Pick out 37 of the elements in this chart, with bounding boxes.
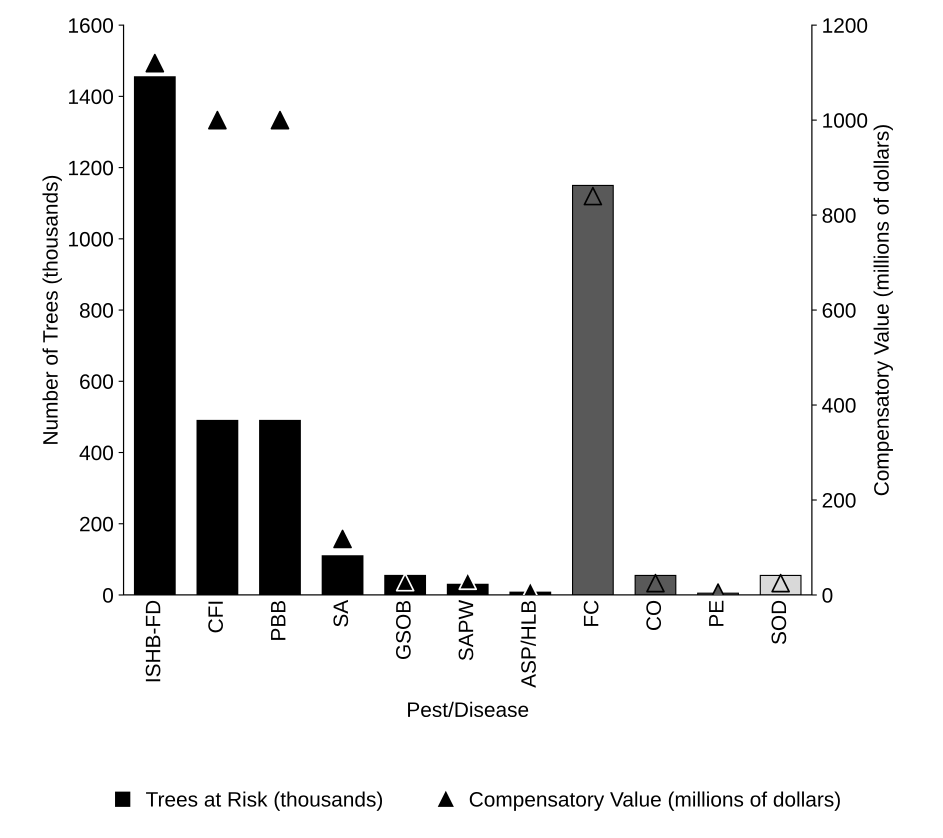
y-tick-label: 1600 — [69, 18, 113, 33]
point — [145, 54, 164, 72]
y-tick-label: 600 — [80, 374, 113, 390]
y2-tick-label: 600 — [822, 303, 856, 318]
y2-axis-title: Compensatory Value (millions of dollars) — [874, 125, 893, 496]
x-tick-label: CFI — [208, 602, 223, 632]
x-axis-title: Pest/Disease — [408, 702, 528, 718]
point — [333, 530, 352, 548]
x-tick-label: SOD — [771, 600, 786, 644]
legend-label: Compensatory Value (millions of dollars) — [470, 791, 840, 811]
y2-tick-label: 1000 — [823, 113, 868, 128]
point — [584, 186, 602, 206]
y-tick-label: 400 — [80, 446, 113, 460]
y-tick-label: 1400 — [69, 89, 113, 104]
y2-tick-label: 0 — [822, 588, 832, 603]
y2-tick-label: 1200 — [823, 18, 868, 33]
x-tick-label: ISHB-FD — [146, 600, 160, 682]
x-tick-label: SA — [333, 600, 348, 627]
x-tick-label: CO — [646, 600, 662, 630]
point — [270, 110, 290, 130]
y-tick-label: 1200 — [69, 160, 113, 176]
y-tick-label: 200 — [80, 516, 113, 532]
point — [208, 110, 227, 130]
x-tick-label: PBB — [271, 600, 286, 640]
y-tick-label: 800 — [80, 303, 113, 318]
x-tick-label: ASP/HLB — [520, 600, 536, 688]
legend-label: Trees at Risk (thousands) — [146, 791, 382, 811]
x-tick-label: SAPW — [458, 600, 474, 660]
y2-tick-label: 800 — [822, 208, 856, 223]
y2-tick-label: 400 — [822, 398, 856, 413]
y-tick-label: 0 — [103, 588, 113, 603]
y-tick-label: 1000 — [69, 232, 113, 247]
x-tick-label: FC — [584, 600, 598, 626]
x-tick-label: GSOB — [396, 600, 411, 659]
y-axis-title: Number of Trees (thousands) — [42, 176, 62, 444]
x-tick-label: PE — [709, 600, 724, 626]
y2-tick-label: 200 — [822, 493, 856, 508]
